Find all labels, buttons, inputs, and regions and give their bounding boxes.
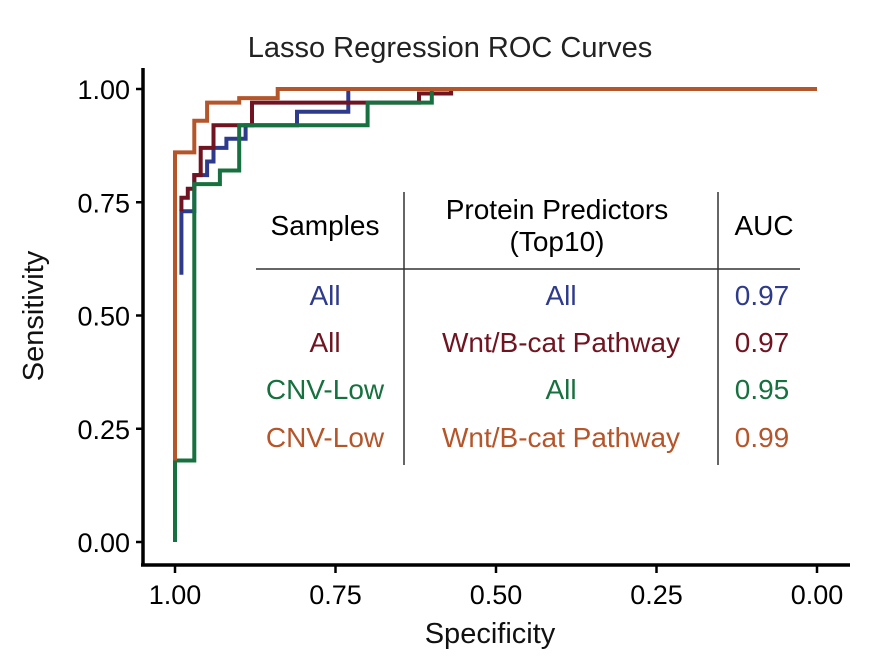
y-tick-label: 0.25	[77, 415, 130, 445]
roc-curves	[173, 87, 817, 542]
x-ticks: 1.00 0.75 0.50 0.25 0.00	[149, 566, 844, 610]
plot-area	[141, 68, 850, 567]
table-header-predictors-sub: (Top10)	[510, 226, 605, 257]
table-header-predictors: Protein Predictors	[446, 194, 669, 225]
table-rows: All All 0.97 All Wnt/B-cat Pathway 0.97 CNV-Lo…	[266, 280, 789, 453]
table-cell-auc: 0.95	[735, 374, 790, 405]
table-cell-predictors: Wnt/B-cat Pathway	[442, 327, 680, 358]
table-header-samples: Samples	[271, 210, 380, 241]
y-tick-label: 0.75	[77, 188, 130, 218]
x-axis-title: Specificity	[425, 618, 556, 650]
roc-curve-1	[179, 87, 817, 275]
table-cell-predictors: All	[545, 374, 576, 405]
table-cell-samples: All	[309, 327, 340, 358]
x-tick-label: 1.00	[149, 580, 202, 610]
roc-curve-2	[179, 87, 817, 212]
y-tick-label: 0.00	[77, 528, 130, 558]
table-cell-samples: CNV-Low	[266, 374, 385, 405]
y-tick-label: 0.50	[77, 302, 130, 332]
roc-curve-4	[173, 87, 817, 461]
table-header-auc: AUC	[734, 210, 793, 241]
y-ticks: 0.00 0.25 0.50 0.75 1.00	[77, 75, 143, 558]
table-cell-predictors: All	[545, 280, 576, 311]
table-cell-predictors: Wnt/B-cat Pathway	[442, 422, 680, 453]
x-tick-label: 0.25	[630, 580, 683, 610]
chart-title: Lasso Regression ROC Curves	[248, 32, 653, 64]
table-cell-samples: All	[309, 280, 340, 311]
y-tick-label: 1.00	[77, 75, 130, 105]
table-cell-auc: 0.97	[735, 280, 790, 311]
y-axis-title: Sensitivity	[18, 250, 50, 381]
x-tick-label: 0.50	[470, 580, 523, 610]
table-cell-auc: 0.99	[735, 422, 790, 453]
x-tick-label: 0.00	[791, 580, 844, 610]
roc-curve-3	[173, 87, 817, 542]
table-cell-samples: CNV-Low	[266, 422, 385, 453]
auc-table: Samples Protein Predictors (Top10) AUC A…	[256, 192, 800, 465]
x-tick-label: 0.75	[309, 580, 362, 610]
table-cell-auc: 0.97	[735, 327, 790, 358]
